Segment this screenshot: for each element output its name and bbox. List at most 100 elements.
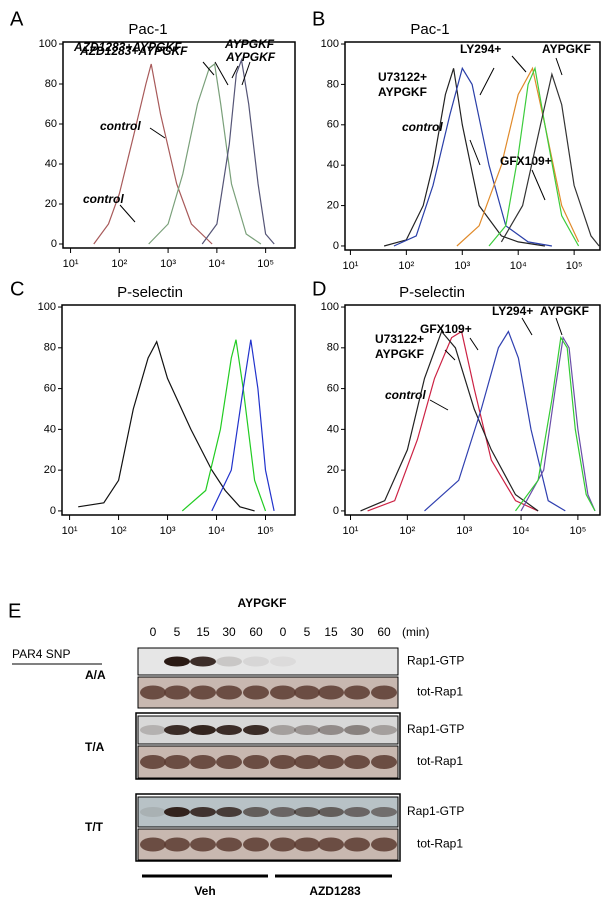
blot-band (270, 685, 296, 700)
chart-title: Pac-1 (410, 21, 449, 38)
treatment-label: AYPGKF (238, 596, 287, 610)
y-tick-label: 100 (38, 301, 56, 313)
x-tick-label: 10² (111, 258, 127, 270)
curve-label: AYPGKF (224, 37, 275, 51)
x-tick-label: 10⁴ (208, 258, 225, 270)
chart-title: Pac-1 (128, 21, 167, 38)
blot-band (164, 685, 190, 700)
y-tick-label: 60 (327, 119, 339, 131)
blot-band (371, 755, 397, 769)
panel-label: A (10, 8, 24, 30)
genotype-label: A/A (85, 668, 106, 682)
blot-band (190, 685, 216, 700)
leader-line (555, 317, 563, 336)
time-label: 5 (304, 625, 311, 639)
y-tick-label: 80 (45, 78, 57, 90)
x-tick-label: 10² (398, 260, 414, 272)
y-tick-label: 80 (327, 342, 339, 354)
leader-line (231, 65, 239, 79)
leader-line (429, 399, 449, 411)
panel-label: B (312, 8, 325, 30)
x-tick-label: 10⁴ (513, 525, 530, 537)
leader-line (555, 57, 563, 76)
leader-line (469, 139, 481, 166)
blot-band (243, 807, 269, 817)
leader-line (469, 337, 479, 351)
time-label: 30 (222, 625, 236, 639)
blot-band (318, 807, 344, 817)
blot-band (318, 837, 344, 852)
x-tick-label: 10¹ (63, 258, 79, 270)
y-tick-label: 60 (44, 382, 56, 394)
histogram-curve (93, 63, 213, 245)
band-label: Rap1-GTP (407, 722, 464, 736)
group-label: AZD1283 (309, 884, 361, 898)
y-tick-label: 100 (39, 38, 57, 50)
blot-band (190, 725, 216, 735)
plot-frame (62, 41, 296, 249)
x-tick-label: 10⁵ (566, 260, 583, 272)
blot-band (216, 837, 242, 852)
curve-label: control (100, 119, 141, 133)
y-tick-label: 80 (327, 78, 339, 90)
x-tick-label: 10⁵ (257, 258, 274, 270)
blot-frame (135, 712, 401, 780)
blot-band (270, 807, 296, 817)
curve-label: AYPGKF (225, 50, 276, 64)
blot-band (294, 837, 320, 852)
leader-line (531, 169, 546, 201)
histogram-curve (424, 330, 566, 512)
genotype-label: T/T (85, 820, 104, 834)
blot-band (294, 807, 320, 817)
snp-header: PAR4 SNP (12, 647, 70, 661)
blot-band (140, 755, 166, 769)
y-tick-label: 40 (44, 423, 56, 435)
y-tick-label: 20 (327, 199, 339, 211)
histogram-curve (520, 335, 596, 512)
blot-band (164, 807, 190, 817)
leader-line (479, 67, 495, 96)
time-label: 0 (150, 625, 157, 639)
blot-band (190, 755, 216, 769)
histogram-curve (181, 339, 267, 512)
blot-band (344, 725, 370, 735)
blot-band (216, 755, 242, 769)
blot-band (190, 807, 216, 817)
y-tick-label: 40 (45, 158, 57, 170)
blot-band (294, 755, 320, 769)
blot-band (270, 725, 296, 735)
panel-label: E (8, 600, 21, 622)
blot-band (164, 755, 190, 769)
blot-band (216, 807, 242, 817)
histogram-curve (78, 340, 255, 512)
blot-band (344, 807, 370, 817)
y-tick-label: 20 (45, 198, 57, 210)
histogram-curve (201, 57, 275, 245)
blot-band (190, 656, 216, 667)
time-label: 0 (280, 625, 287, 639)
x-tick-label: 10⁵ (257, 525, 274, 537)
curve-label: control (385, 388, 426, 402)
x-tick-label: 10⁴ (208, 525, 225, 537)
leader-line (444, 349, 456, 361)
curve-label: GFX109+ (420, 322, 472, 336)
y-tick-label: 100 (321, 38, 339, 50)
blot-band (216, 656, 242, 667)
band-label: tot-Rap1 (417, 837, 463, 851)
histogram-curve (515, 335, 596, 512)
blot-band (294, 725, 320, 735)
blot-band (318, 725, 344, 735)
curve-label: AYPGKF (540, 304, 589, 318)
curve-label: U73122+ AYPGKF (378, 70, 427, 99)
blot-band (371, 837, 397, 852)
x-tick-label: 10³ (160, 525, 176, 537)
x-tick-label: 10¹ (342, 260, 358, 272)
curve-label: AZD1283+AYPGKF (73, 40, 182, 54)
x-tick-label: 10³ (454, 260, 470, 272)
x-tick-label: 10² (111, 525, 127, 537)
blot-band (270, 755, 296, 769)
histogram-curve (148, 62, 262, 245)
blot-band (243, 837, 269, 852)
blot-band (190, 837, 216, 852)
